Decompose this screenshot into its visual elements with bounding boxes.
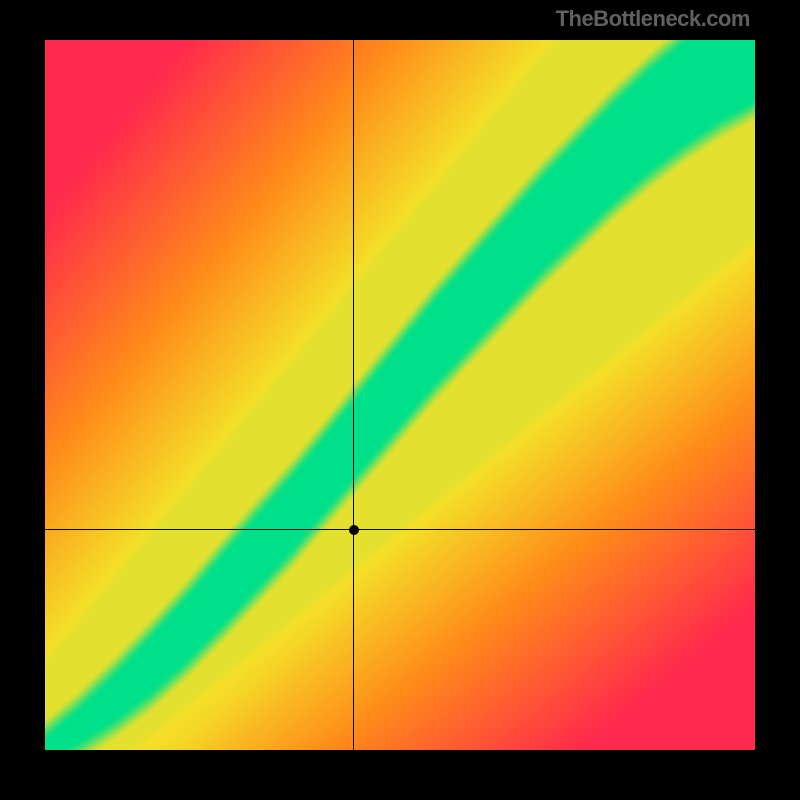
chart-outer: TheBottleneck.com: [0, 0, 800, 800]
crosshair-horizontal: [45, 529, 755, 530]
crosshair-vertical: [353, 40, 354, 750]
watermark-text: TheBottleneck.com: [556, 6, 750, 32]
crosshair-marker: [349, 525, 359, 535]
plot-frame: [45, 40, 755, 750]
heatmap-canvas: [45, 40, 755, 750]
